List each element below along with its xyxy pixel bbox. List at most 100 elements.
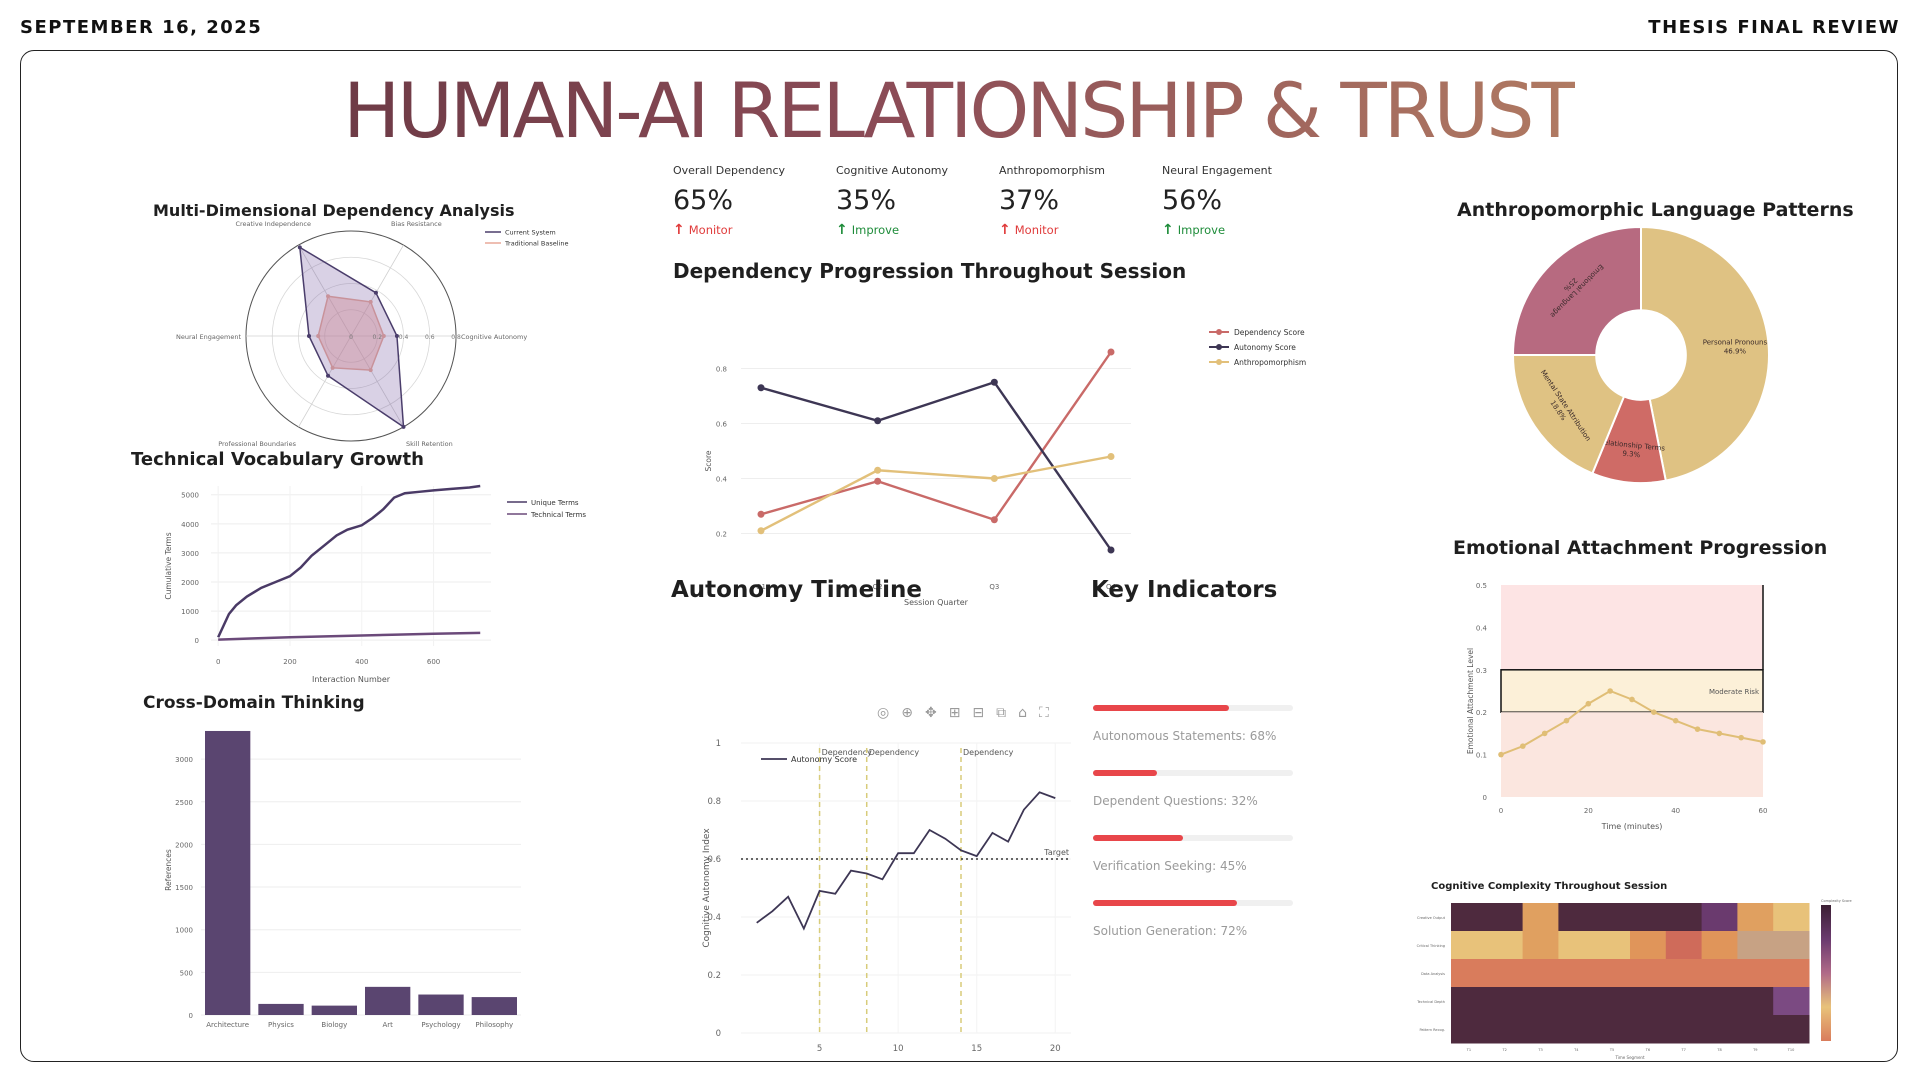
series-point	[1694, 726, 1701, 732]
radar-point	[330, 365, 335, 370]
kpi-card: Overall Dependency 65% ↑ Monitor	[673, 164, 833, 238]
target-label: Target	[1043, 848, 1069, 857]
series-line	[760, 351, 1112, 522]
radar-tick-label: 0.8	[451, 334, 461, 341]
indicator-label: Verification Seeking: 45%	[1093, 859, 1247, 873]
series-point	[1760, 739, 1766, 745]
indicator-row: Solution Generation: 72%	[1093, 900, 1301, 938]
indicator-label: Autonomous Statements: 68%	[1093, 729, 1277, 743]
radar-axis-label: Professional Boundaries	[218, 440, 296, 448]
donut-slice	[1640, 225, 1770, 482]
series-point	[1541, 730, 1548, 737]
radar-spoke	[298, 244, 352, 337]
radar-spoke	[298, 335, 352, 428]
y-tick-label: 1000	[175, 927, 193, 935]
series-point	[1563, 717, 1570, 724]
radar-tick-label: 0	[349, 334, 353, 341]
y-tick-label: 0.6	[707, 855, 721, 865]
series-point	[1498, 751, 1504, 758]
colorbar	[1821, 905, 1831, 1041]
zoom-icon[interactable]: ⊕	[901, 705, 913, 721]
donut-slice	[1511, 225, 1642, 356]
y-tick-label: 3000	[175, 756, 193, 764]
donut-label: 9.3%	[1622, 450, 1641, 460]
kpi-trend: ↑ Improve	[1162, 222, 1322, 238]
x-tick-label: Philosophy	[475, 1021, 513, 1029]
y-tick-label: 0.2	[707, 971, 721, 981]
row-label: Data Analysis	[1421, 972, 1445, 976]
radar-tick-label: 0.4	[399, 334, 409, 341]
heatmap-cell	[1486, 931, 1524, 960]
indicator-fill	[1093, 770, 1157, 776]
camera-icon[interactable]: ◎	[877, 705, 890, 721]
heatmap-cell	[1630, 987, 1667, 1016]
risk-zone-low	[1501, 712, 1763, 797]
series-point	[990, 378, 998, 386]
heatmap-cell	[1701, 1015, 1738, 1044]
heatmap-cell	[1594, 1015, 1631, 1044]
series-line	[218, 631, 481, 641]
y-tick-label: 0	[189, 1012, 193, 1020]
heatmap-cell	[1737, 959, 1774, 988]
risk-zone-high	[1501, 585, 1763, 670]
heatmap-cell	[1665, 987, 1703, 1016]
y-tick-label: 4000	[181, 521, 199, 529]
heatmap-title: Cognitive Complexity Throughout Session	[1431, 881, 1668, 892]
heatmap-cell	[1665, 959, 1703, 988]
home-icon[interactable]: ⌂	[1018, 705, 1028, 721]
arrow-up-icon: ↑	[673, 222, 685, 238]
heatmap-cell	[1701, 987, 1738, 1016]
date-label: SEPTEMBER 16, 2025	[20, 16, 263, 38]
donut-label: 46.9%	[1724, 347, 1747, 355]
chart-toolbar: ◎ ⊕ ✥ ⊞ ⊟ ⧉ ⌂ ⛶	[877, 705, 1049, 721]
heatmap-cell	[1522, 903, 1559, 932]
heatmap-cell	[1522, 987, 1559, 1016]
event-label: Dependency	[963, 748, 1014, 757]
heatmap-cell	[1594, 931, 1631, 960]
autoscale-icon[interactable]: ⧉	[996, 705, 1007, 721]
heatmap-cell	[1486, 1015, 1524, 1044]
legend-label: Unique Terms	[531, 499, 579, 507]
y-tick-label: 2500	[175, 799, 193, 807]
series-point	[1672, 717, 1679, 724]
indicator-track	[1093, 835, 1293, 841]
series-point	[874, 417, 882, 425]
series-point	[874, 477, 882, 485]
zoom-in-icon[interactable]: ⊞	[948, 705, 961, 721]
y-tick-label: 0.5	[1476, 582, 1487, 590]
radar-point	[316, 334, 321, 338]
col-label: T5	[1609, 1048, 1614, 1052]
radar-axis-label: Cognitive Autonomy	[461, 333, 527, 341]
fullscreen-icon[interactable]: ⛶	[1039, 705, 1049, 721]
kpi-card: Anthropomorphism 37% ↑ Monitor	[999, 164, 1159, 238]
series-point	[990, 475, 998, 482]
col-label: T4	[1573, 1048, 1579, 1052]
x-tick-label: Architecture	[206, 1021, 249, 1029]
x-tick-label: 40	[1671, 807, 1680, 815]
row-label: Pattern Recog.	[1419, 1028, 1445, 1032]
heatmap-cell	[1737, 931, 1774, 960]
kpi-trend-label: Improve	[1177, 223, 1226, 237]
col-label: T6	[1645, 1048, 1650, 1052]
dashboard-frame: HUMAN-AI RELATIONSHIP & TRUST Multi-Dime…	[20, 50, 1898, 1062]
risk-zone-moderate	[1500, 669, 1764, 713]
heatmap-cell	[1665, 903, 1703, 932]
x-tick-label: 20	[1050, 1044, 1061, 1054]
pan-icon[interactable]: ✥	[924, 705, 937, 721]
y-tick-label: 0.6	[716, 421, 728, 429]
x-tick-label: Q3	[989, 583, 999, 591]
heatmap-cell	[1558, 987, 1595, 1016]
y-tick-label: 0.2	[1476, 709, 1487, 717]
legend-label: Dependency Score	[1234, 328, 1305, 337]
zoom-out-icon[interactable]: ⊟	[972, 705, 985, 721]
heatmap-cell	[1451, 903, 1488, 932]
radar-axis-label: Creative Independence	[235, 220, 311, 228]
kpi-trend: ↑ Improve	[836, 222, 996, 238]
series-point	[1716, 730, 1723, 737]
emotional-title: Emotional Attachment Progression	[1453, 537, 1828, 559]
legend-label: Autonomy Score	[791, 755, 857, 764]
heatmap-cell	[1594, 959, 1631, 988]
legend-marker	[1216, 329, 1222, 335]
radar-point	[297, 245, 302, 250]
